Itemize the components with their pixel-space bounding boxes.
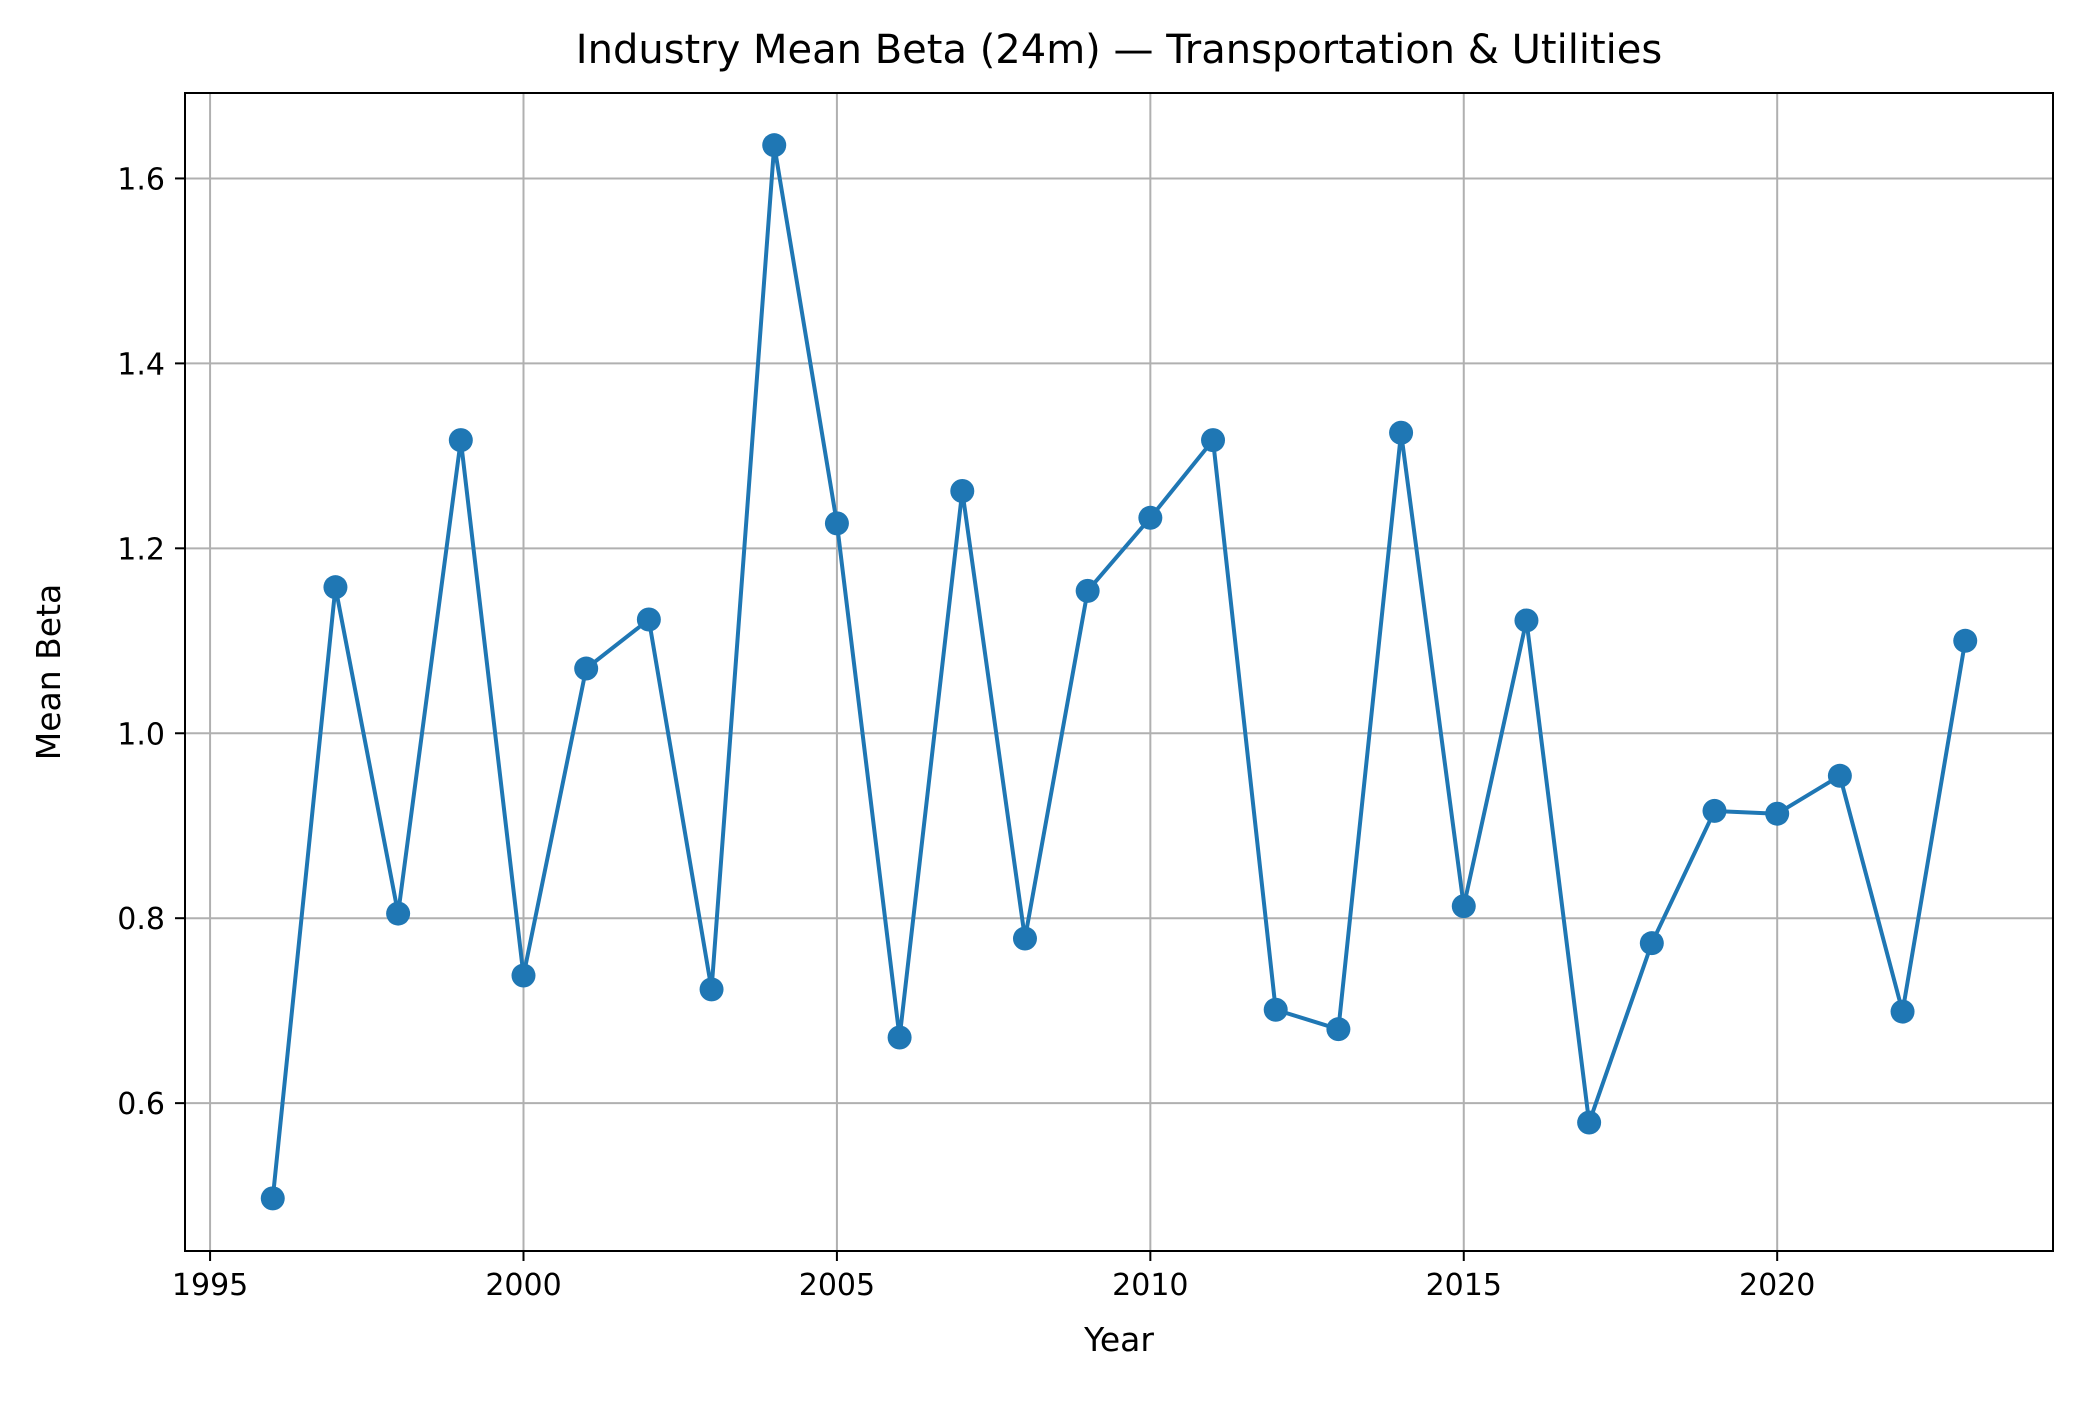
data-point <box>1765 801 1790 826</box>
data-point <box>824 511 849 536</box>
grid-lines <box>185 93 2053 1251</box>
data-point <box>1389 420 1414 445</box>
data-point <box>1639 931 1664 956</box>
data-point <box>1326 1017 1351 1042</box>
data-point <box>1702 798 1727 823</box>
data-point <box>386 901 411 926</box>
data-point <box>448 428 473 453</box>
data-point <box>1075 578 1100 603</box>
data-point <box>1012 926 1037 951</box>
y-tick-label: 1.6 <box>117 162 165 197</box>
data-point <box>1514 608 1539 633</box>
y-tick-label: 0.8 <box>117 902 165 937</box>
series-group <box>260 133 1978 1211</box>
plot-frame <box>184 92 2054 1252</box>
x-tick-label: 2005 <box>799 1268 875 1303</box>
x-tick-label: 2020 <box>1739 1268 1815 1303</box>
x-tick-label: 1995 <box>172 1268 248 1303</box>
x-axis-label: Year <box>1083 1320 1154 1359</box>
data-point <box>1138 505 1163 530</box>
data-point <box>511 963 536 988</box>
y-tick-label: 1.2 <box>117 532 165 567</box>
y-tick-label: 1.4 <box>117 347 165 382</box>
data-point <box>1827 763 1852 788</box>
series-line <box>270 143 1968 1199</box>
y-tick-label: 0.6 <box>117 1087 165 1122</box>
data-point <box>1577 1110 1602 1135</box>
data-point <box>950 478 975 503</box>
data-point <box>1890 999 1915 1024</box>
data-point <box>1201 428 1226 453</box>
x-tick-label: 2015 <box>1426 1268 1502 1303</box>
data-point <box>762 133 787 158</box>
data-point <box>1263 997 1288 1022</box>
y-tick-label: 1.0 <box>117 717 165 752</box>
data-point <box>1451 894 1476 919</box>
y-axis-label: Mean Beta <box>29 584 68 761</box>
tick-group: 1995 2000 2005 2010 2015 2020 0.6 0.8 1.0 1.2 1.4 1… <box>117 162 1815 1303</box>
data-point <box>887 1025 912 1050</box>
data-point <box>574 656 599 681</box>
data-point <box>260 1186 285 1211</box>
data-point <box>323 575 348 600</box>
data-point <box>636 607 661 632</box>
data-point <box>1953 628 1978 653</box>
data-point <box>699 977 724 1002</box>
chart-title: Industry Mean Beta (24m) — Transportatio… <box>576 27 1662 73</box>
x-tick-label: 2010 <box>1112 1268 1188 1303</box>
x-tick-label: 2000 <box>485 1268 561 1303</box>
